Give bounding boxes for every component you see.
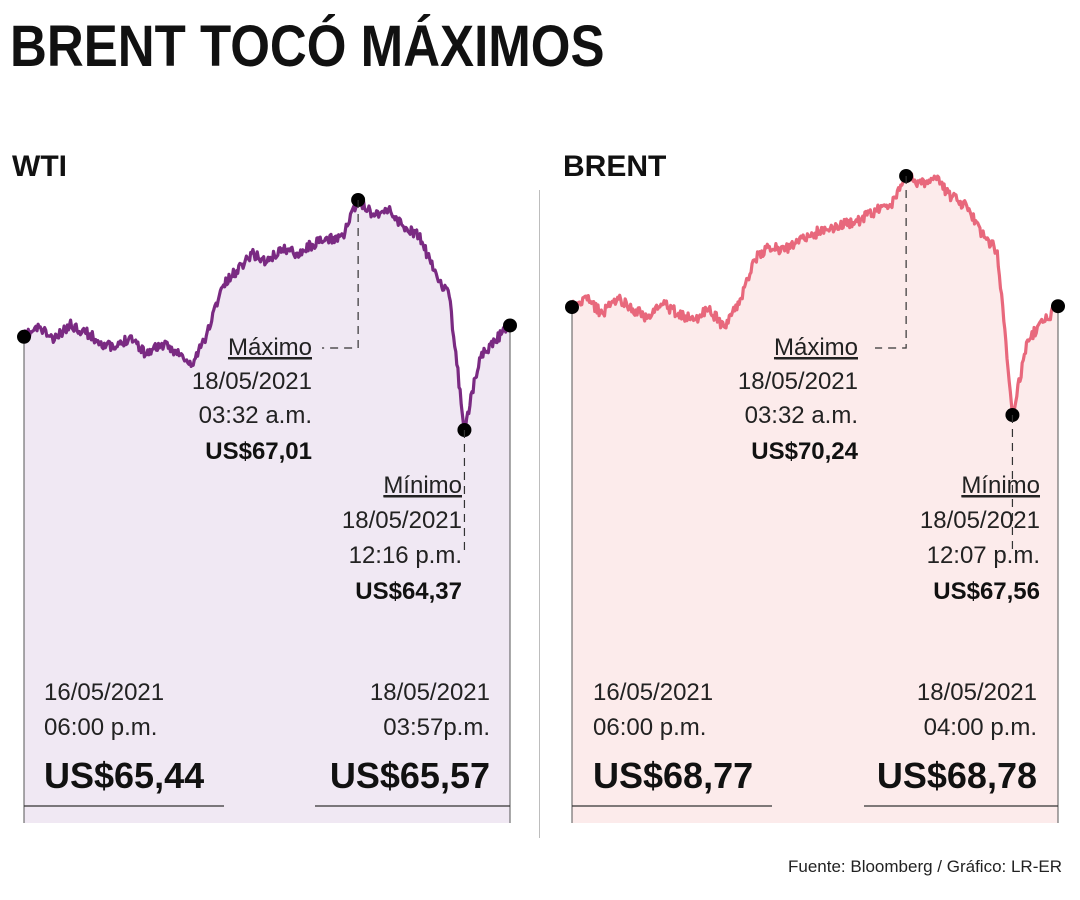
- min-label: Mínimo: [961, 472, 1040, 499]
- start-marker: [565, 300, 579, 315]
- start-time: 06:00 p.m.: [593, 714, 706, 741]
- max-time: 03:32 a.m.: [199, 402, 312, 429]
- series-line: [570, 172, 1060, 417]
- end-time: 04:00 p.m.: [924, 714, 1037, 741]
- source-note: Fuente: Bloomberg / Gráfico: LR-ER: [787, 857, 1062, 876]
- min-value: US$67,56: [933, 578, 1040, 605]
- max-value: US$67,01: [205, 438, 312, 465]
- max-label: Máximo: [774, 334, 858, 361]
- chart-title: BRENT: [563, 150, 666, 183]
- min-value: US$64,37: [355, 578, 462, 605]
- end-time: 03:57p.m.: [383, 714, 490, 741]
- max-value: US$70,24: [751, 438, 858, 465]
- start-marker: [17, 329, 31, 344]
- max-leader: [875, 176, 907, 349]
- min-time: 12:07 p.m.: [927, 542, 1040, 569]
- start-time: 06:00 p.m.: [44, 714, 157, 741]
- series-line: [22, 196, 512, 432]
- start-value: US$65,44: [44, 755, 204, 796]
- start-value: US$68,77: [593, 755, 753, 796]
- max-date: 18/05/2021: [192, 368, 312, 395]
- end-date: 18/05/2021: [917, 679, 1037, 706]
- end-value: US$65,57: [330, 755, 490, 796]
- chart-area-fill: [572, 173, 1058, 823]
- start-date: 16/05/2021: [44, 679, 164, 706]
- max-leader: [322, 200, 359, 349]
- min-time: 12:16 p.m.: [349, 542, 462, 569]
- end-date: 18/05/2021: [370, 679, 490, 706]
- min-date: 18/05/2021: [342, 507, 462, 534]
- max-time: 03:32 a.m.: [745, 402, 858, 429]
- main-title: BRENT TOCÓ MÁXIMOS: [10, 14, 605, 79]
- end-marker: [1051, 299, 1065, 314]
- panel-divider: [539, 190, 540, 838]
- end-value: US$68,78: [877, 755, 1037, 796]
- start-date: 16/05/2021: [593, 679, 713, 706]
- min-label: Mínimo: [383, 472, 462, 499]
- max-date: 18/05/2021: [738, 368, 858, 395]
- chart-title: WTI: [12, 150, 67, 183]
- min-date: 18/05/2021: [920, 507, 1040, 534]
- max-label: Máximo: [228, 334, 312, 361]
- end-marker: [503, 318, 517, 333]
